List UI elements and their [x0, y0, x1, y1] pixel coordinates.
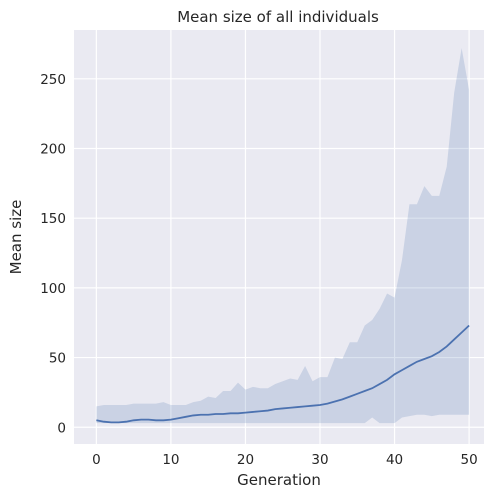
- x-tick-label: 10: [162, 452, 179, 468]
- x-tick-label: 20: [237, 452, 254, 468]
- y-tick-label: 150: [40, 211, 66, 227]
- plot-background: [74, 30, 484, 444]
- x-tick-label: 30: [311, 452, 328, 468]
- mean-size-line: [96, 324, 470, 424]
- x-tick-label: 0: [92, 452, 101, 468]
- y-tick-labels: 0 50 100 150 200 250: [40, 72, 66, 436]
- y-tick-label: 50: [49, 351, 66, 367]
- y-tick-label: 200: [40, 141, 66, 157]
- y-tick-label: 250: [40, 72, 66, 88]
- y-axis-label: Mean size: [7, 200, 25, 275]
- y-tick-label: 0: [57, 420, 66, 436]
- x-tick-label: 40: [386, 452, 403, 468]
- chart-title: Mean size of all individuals: [177, 8, 379, 26]
- grid: [74, 30, 484, 444]
- x-tick-label: 50: [460, 452, 477, 468]
- spread-band: [96, 48, 470, 424]
- x-tick-labels: 0 10 20 30 40 50: [92, 452, 478, 468]
- y-tick-label: 100: [40, 281, 66, 297]
- x-axis-label: Generation: [237, 471, 321, 489]
